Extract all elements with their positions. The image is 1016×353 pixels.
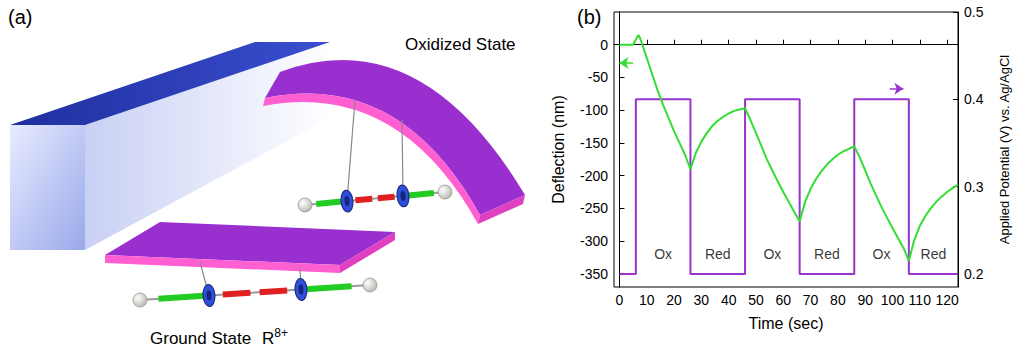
svg-text:-50: -50 [588, 69, 608, 85]
svg-text:70: 70 [803, 292, 819, 308]
svg-text:20: 20 [666, 292, 682, 308]
svg-text:0: 0 [616, 292, 624, 308]
svg-text:100: 100 [881, 292, 905, 308]
svg-text:120: 120 [935, 292, 959, 308]
svg-text:0.4: 0.4 [964, 91, 984, 107]
svg-text:60: 60 [775, 292, 791, 308]
svg-text:-250: -250 [580, 200, 608, 216]
svg-text:10: 10 [639, 292, 655, 308]
svg-text:(a): (a) [8, 6, 32, 28]
svg-text:30: 30 [694, 292, 710, 308]
svg-text:Time (sec): Time (sec) [749, 315, 824, 332]
svg-text:0.2: 0.2 [964, 266, 984, 282]
svg-text:Red: Red [814, 246, 840, 262]
svg-text:0: 0 [600, 37, 608, 53]
svg-text:(b): (b) [577, 6, 601, 28]
svg-text:-300: -300 [580, 233, 608, 249]
svg-text:Ox: Ox [873, 246, 891, 262]
svg-text:-200: -200 [580, 168, 608, 184]
svg-text:Oxidized State: Oxidized State [405, 35, 516, 54]
svg-text:110: 110 [909, 292, 932, 308]
svg-text:-100: -100 [580, 102, 608, 118]
svg-text:0.3: 0.3 [964, 179, 984, 195]
svg-text:Ox: Ox [763, 246, 781, 262]
svg-text:80: 80 [830, 292, 846, 308]
svg-text:Ground State: Ground State [150, 329, 251, 348]
svg-text:40: 40 [721, 292, 737, 308]
svg-text:Red: Red [921, 246, 947, 262]
svg-text:Red: Red [705, 246, 731, 262]
svg-text:50: 50 [748, 292, 764, 308]
svg-text:-150: -150 [580, 135, 608, 151]
svg-text:Deflection (nm): Deflection (nm) [550, 95, 567, 203]
svg-text:Ox: Ox [654, 246, 672, 262]
svg-text:-350: -350 [580, 266, 608, 282]
svg-text:R8+: R8+ [262, 326, 288, 348]
svg-text:Applied Potential (V) vs. Ag/A: Applied Potential (V) vs. Ag/AgCl [997, 55, 1012, 244]
svg-text:90: 90 [857, 292, 873, 308]
svg-text:0.5: 0.5 [964, 4, 984, 20]
